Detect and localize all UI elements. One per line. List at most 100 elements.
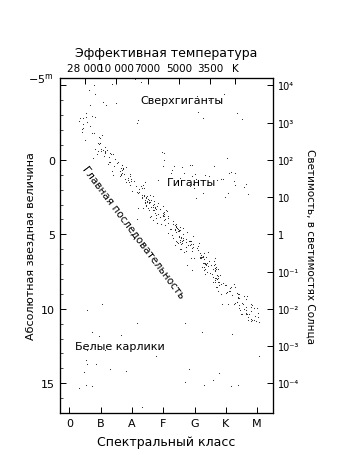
Point [161, 157, 166, 165]
Point [123, 179, 128, 187]
Point [180, 235, 186, 243]
Point [103, 148, 108, 155]
Point [172, 241, 178, 248]
Point [153, 210, 158, 217]
Point [249, 317, 255, 324]
Point [106, 154, 112, 161]
Point [119, 167, 125, 174]
Point [98, 147, 103, 154]
Point [94, 151, 100, 158]
Point [85, 360, 90, 368]
Point [232, 281, 237, 288]
Point [146, 197, 151, 204]
Point [80, 344, 86, 351]
Point [202, 271, 207, 278]
Point [174, 223, 179, 230]
X-axis label: Спектральный класс: Спектральный класс [97, 435, 236, 448]
Point [118, 172, 123, 180]
Point [190, 233, 196, 241]
Point [222, 91, 227, 98]
Point [143, 194, 149, 202]
Point [127, 171, 132, 178]
Point [210, 279, 216, 286]
Point [160, 163, 165, 170]
Point [184, 248, 189, 255]
Point [150, 75, 155, 82]
Point [135, 190, 141, 197]
Point [222, 194, 228, 201]
Point [163, 207, 168, 214]
Point [214, 276, 220, 283]
Point [214, 271, 220, 278]
Point [232, 284, 238, 291]
Point [99, 301, 105, 308]
Point [148, 197, 153, 204]
Point [187, 238, 192, 245]
Point [128, 176, 133, 183]
Point [102, 149, 108, 156]
Point [190, 241, 196, 248]
Point [109, 81, 114, 88]
Point [212, 265, 218, 272]
Point [216, 275, 221, 282]
Point [206, 97, 212, 104]
Point [214, 276, 220, 283]
Point [235, 291, 240, 298]
Point [97, 140, 102, 147]
Point [220, 176, 226, 183]
Point [238, 310, 244, 318]
Point [175, 240, 181, 248]
Point [106, 159, 111, 166]
Point [154, 203, 159, 210]
Text: Главная последовательность: Главная последовательность [81, 164, 187, 300]
Point [125, 175, 131, 182]
Point [237, 301, 242, 308]
Point [200, 254, 205, 262]
Point [176, 228, 181, 235]
Point [119, 162, 125, 170]
Point [206, 258, 212, 265]
Point [145, 196, 151, 203]
Point [195, 243, 201, 250]
Point [200, 190, 206, 197]
Point [208, 262, 213, 269]
Point [217, 99, 223, 106]
Point [188, 255, 193, 262]
Point [187, 365, 192, 373]
Point [187, 182, 192, 190]
Point [139, 192, 144, 199]
Point [236, 304, 242, 312]
Point [196, 247, 201, 254]
Point [189, 173, 194, 180]
Point [161, 202, 166, 210]
Point [210, 377, 215, 384]
Point [244, 293, 249, 300]
Point [245, 314, 251, 321]
Point [102, 150, 108, 157]
Point [97, 135, 103, 142]
Point [176, 233, 181, 241]
Point [245, 316, 251, 324]
Point [139, 194, 144, 201]
Point [119, 165, 124, 172]
Point [87, 123, 93, 130]
Point [83, 110, 89, 117]
Point [200, 329, 205, 336]
Point [96, 333, 101, 340]
Point [87, 102, 93, 109]
Point [155, 211, 161, 218]
Point [156, 177, 161, 185]
Point [119, 171, 124, 178]
Point [132, 76, 138, 83]
Point [141, 193, 146, 200]
Point [161, 211, 166, 218]
Point [165, 230, 171, 238]
Point [97, 140, 103, 147]
Point [211, 163, 217, 170]
Point [213, 284, 219, 291]
Point [117, 340, 122, 347]
Point [147, 199, 153, 206]
Point [179, 238, 185, 246]
Point [182, 378, 188, 385]
Point [77, 115, 83, 122]
